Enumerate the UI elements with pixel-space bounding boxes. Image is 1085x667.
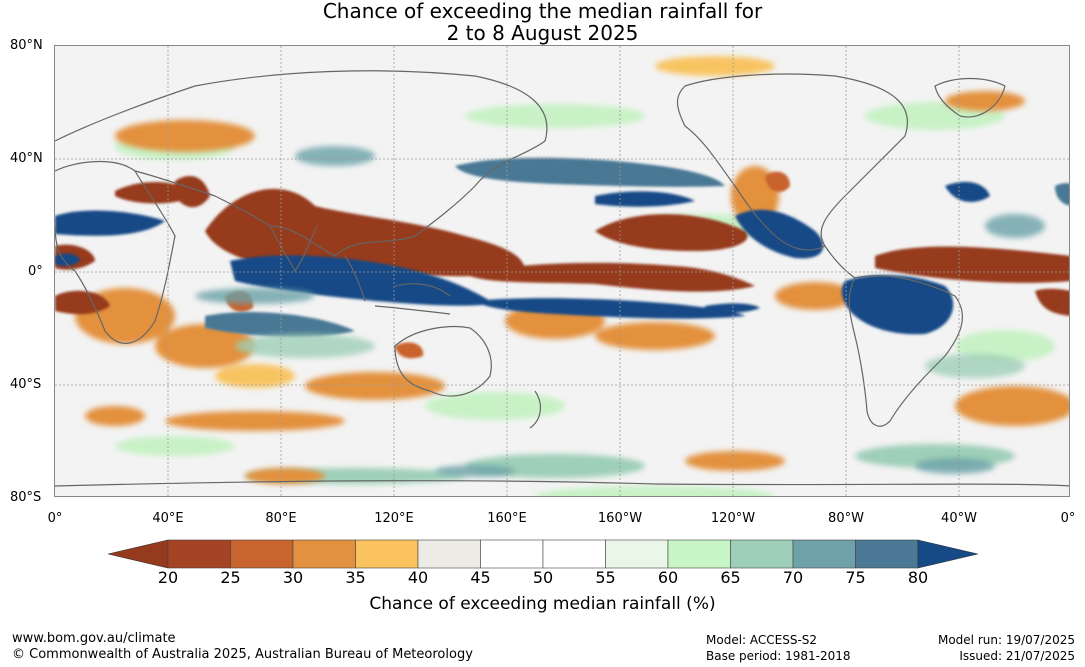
lat-label-80s: 80°S (10, 490, 42, 505)
lat-label-40n: 40°N (10, 151, 43, 166)
colorbar-tick-label: 55 (595, 568, 616, 587)
colorbar-tick-label: 60 (657, 568, 679, 587)
coastlines (55, 70, 1069, 487)
lon-label-80e: 80°E (265, 511, 297, 526)
lon-label-40w: 40°W (941, 511, 977, 526)
colorbar-segment (417, 539, 481, 569)
colorbar-tick-label: 25 (220, 568, 241, 587)
map-canvas (55, 46, 1069, 496)
dry-weak-patches (75, 56, 1069, 484)
colorbar-segment (292, 539, 356, 569)
lon-label-40e: 40°E (152, 511, 184, 526)
colorbar-segment (355, 539, 419, 569)
map-title-line1: Chance of exceeding the median rainfall … (322, 0, 763, 23)
dry-strong-patches (55, 171, 1069, 359)
footer-url[interactable]: www.bom.gov.au/climate (12, 631, 176, 646)
colorbar-segment (542, 539, 606, 569)
colorbar-segment (230, 539, 294, 569)
lon-label-0-east: 0° (1060, 511, 1076, 526)
lon-label-0: 0° (47, 511, 63, 526)
lon-label-160w: 160°W (597, 511, 643, 526)
colorbar-low-arrow (108, 539, 169, 569)
colorbar-label: Chance of exceeding median rainfall (%) (369, 594, 716, 614)
footer-issued: Issued: 21/07/2025 (959, 649, 1075, 663)
colorbar-tick-label: 80 (907, 568, 929, 587)
colorbar-segment (792, 539, 856, 569)
lat-label-equator: 0° (28, 264, 43, 279)
lat-label-80n: 80°N (10, 38, 43, 53)
lon-label-160e: 160°E (487, 511, 527, 526)
lon-label-80w: 80°W (828, 511, 864, 526)
colorbar-segment (855, 539, 919, 569)
lon-label-120e: 120°E (374, 511, 414, 526)
colorbar-segment (730, 539, 794, 569)
colorbar-tick-label: 30 (282, 568, 304, 587)
footer-model-run: Model run: 19/07/2025 (937, 633, 1075, 647)
colorbar-tick-label: 45 (470, 568, 491, 587)
footer-copyright: © Commonwealth of Australia 2025, Austra… (12, 647, 473, 662)
colorbar-segment (605, 539, 669, 569)
graticule (55, 46, 1069, 496)
colorbar-tick-label: 65 (720, 568, 741, 587)
wet-strong-patches (55, 157, 1069, 338)
lon-label-120w: 120°W (710, 511, 756, 526)
colorbar-tick-label: 35 (345, 568, 366, 587)
wet-mid-patches (195, 146, 1045, 477)
lat-label-40s: 40°S (10, 377, 42, 392)
colorbar-segment (667, 539, 731, 569)
rainfall-probability-map (54, 45, 1070, 497)
colorbar (108, 539, 978, 569)
colorbar-tick-label: 75 (845, 568, 866, 587)
colorbar-segment (167, 539, 231, 569)
colorbar-tick-label: 40 (407, 568, 429, 587)
footer-model: Model: ACCESS-S2 (706, 633, 818, 647)
colorbar-high-arrow (917, 539, 978, 569)
colorbar-segment (480, 539, 544, 569)
colorbar-tick-label: 20 (157, 568, 179, 587)
colorbar-tick-label: 50 (532, 568, 554, 587)
colorbar-tick-label: 70 (782, 568, 804, 587)
map-title-line2: 2 to 8 August 2025 (446, 21, 639, 45)
footer-base-period: Base period: 1981-2018 (706, 649, 851, 663)
